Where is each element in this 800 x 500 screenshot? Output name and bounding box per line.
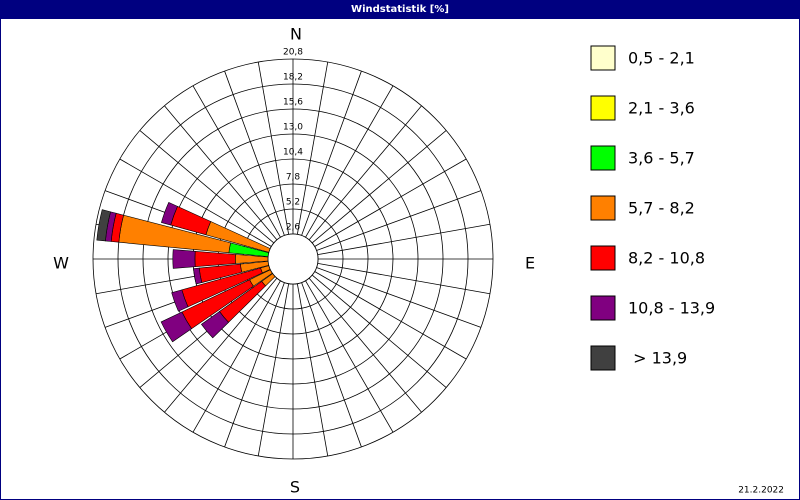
spoke	[308, 277, 422, 413]
r-tick-label: 20,8	[283, 48, 303, 58]
legend-label: 2,1 - 3,6	[628, 99, 695, 118]
petal-segment	[193, 267, 203, 285]
legend-label: 5,7 - 8,2	[628, 199, 695, 218]
spoke	[192, 85, 281, 238]
spoke	[224, 70, 285, 236]
spoke	[164, 105, 278, 241]
spoke	[192, 280, 281, 433]
petal-segment	[194, 250, 236, 268]
r-tick-label: 18,2	[283, 73, 303, 83]
spoke	[224, 282, 285, 448]
r-tick-label: 13,0	[283, 123, 303, 133]
petal-segment	[200, 311, 229, 339]
spoke	[305, 280, 394, 433]
compass-label: W	[53, 254, 69, 273]
spoke	[301, 70, 362, 236]
r-tick-label: 7,8	[286, 173, 301, 183]
spoke	[296, 283, 329, 457]
r-tick-label: 2,6	[286, 223, 301, 233]
spoke	[119, 158, 272, 247]
legend-label: 3,6 - 5,7	[628, 149, 695, 168]
legend-label: > 13,9	[628, 349, 687, 368]
legend-swatch	[590, 95, 616, 121]
legend-label: 10,8 - 13,9	[628, 299, 715, 318]
compass-label: N	[290, 25, 302, 44]
calm-hole	[267, 233, 319, 285]
legend-label: 8,2 - 10,8	[628, 249, 705, 268]
r-tick-label: 5,2	[286, 198, 300, 208]
spoke	[139, 130, 275, 244]
petal-segment	[171, 289, 189, 312]
legend-swatch	[590, 45, 616, 71]
spoke	[316, 190, 482, 251]
spoke	[301, 282, 362, 448]
compass-label: E	[525, 254, 535, 273]
spoke	[305, 85, 394, 238]
spoke	[314, 158, 467, 247]
spoke	[316, 267, 482, 328]
petal-segment	[161, 201, 178, 226]
spoke	[314, 271, 467, 360]
petal-segment	[96, 209, 111, 242]
legend-label: 0,5 - 2,1	[628, 49, 695, 68]
legend-swatch	[590, 195, 616, 221]
r-tick-label: 10,4	[283, 148, 303, 158]
legend-swatch	[590, 295, 616, 321]
spoke	[257, 61, 290, 235]
spoke	[308, 105, 422, 241]
spoke	[311, 130, 447, 244]
spoke	[317, 262, 491, 295]
spoke	[257, 283, 290, 457]
legend-swatch	[590, 245, 616, 271]
chart-title: Windstatistik [%]	[351, 4, 449, 15]
compass-label: S	[290, 478, 300, 497]
spoke	[296, 61, 329, 235]
legend-swatch	[590, 145, 616, 171]
petal-segment	[172, 249, 196, 269]
title-bar: Windstatistik [%]	[1, 1, 799, 19]
date: 21.2.2022	[738, 486, 784, 496]
petal-segment	[160, 311, 192, 343]
legend-swatch	[590, 345, 616, 371]
spoke	[311, 274, 447, 388]
spoke	[317, 223, 491, 256]
spoke	[164, 277, 278, 413]
r-tick-label: 15,6	[283, 98, 303, 108]
